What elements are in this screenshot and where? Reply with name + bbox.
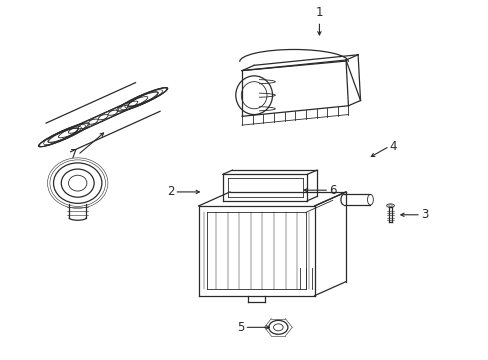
Text: 6: 6 xyxy=(328,184,336,197)
Text: 7: 7 xyxy=(70,148,78,162)
Text: 3: 3 xyxy=(420,208,427,221)
Text: 2: 2 xyxy=(166,185,174,198)
Text: 4: 4 xyxy=(389,140,396,153)
Text: 1: 1 xyxy=(315,5,323,18)
Text: 5: 5 xyxy=(237,321,244,334)
